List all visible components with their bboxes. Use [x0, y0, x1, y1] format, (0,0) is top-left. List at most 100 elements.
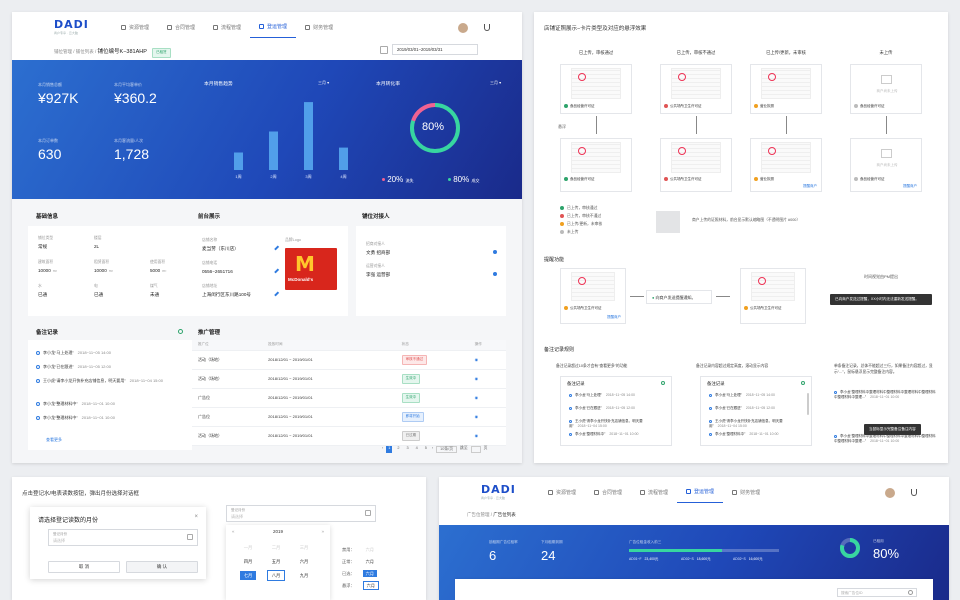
remind-popup: ● 向商户发送提醒通知。 [646, 290, 712, 304]
conv-title: 本月转化率 [376, 82, 400, 87]
page-size-select[interactable]: 10条/页 [436, 446, 458, 453]
thumb-sample [656, 211, 680, 233]
conv-period-select[interactable]: 三月 ▾ [490, 80, 502, 85]
remind-action[interactable]: 提醒商户 [607, 315, 621, 319]
breadcrumb-item[interactable]: 铺位管理 [54, 49, 72, 54]
avatar[interactable] [885, 488, 895, 498]
time-cell: 2018/12/01 − 2019/01/01 [262, 407, 373, 427]
tick-label: 4周 [340, 173, 346, 179]
month-cell[interactable]: 八月 [262, 569, 290, 583]
scrollbar[interactable] [807, 393, 809, 415]
long-remark[interactable]: 李小龙“整理材料中整理材料中整理材料中整理材料中整理材料中整理材料中整理...”… [834, 434, 936, 444]
period-select[interactable]: 三月 ▾ [318, 80, 330, 85]
doc-card-hover[interactable]: 营业执照 提醒商户 [750, 138, 822, 192]
month-cell[interactable]: 三月 [299, 545, 309, 550]
jump-label: 跳至 [460, 446, 468, 450]
view-icon[interactable]: ◉ [468, 426, 506, 446]
view-icon[interactable]: ◉ [468, 350, 506, 370]
doc-card-hover[interactable]: 食品经营许可证 [560, 138, 632, 192]
nav-item[interactable]: 财务管理 [296, 16, 342, 38]
nav-icon [732, 489, 738, 495]
table-row[interactable]: 活动（场地） 2018/12/01 − 2019/01/01 审核不通过 ◉ [192, 350, 506, 370]
section-title: 铺位对接人 [362, 214, 390, 220]
basic-info-panel [28, 226, 192, 316]
add-remark-icon[interactable] [178, 329, 183, 334]
search-input[interactable]: 搜索广告位ID [837, 588, 917, 597]
logout-icon[interactable] [484, 24, 490, 31]
remind-action[interactable]: 提醒商户 [803, 184, 817, 188]
month-cell[interactable]: 二月 [271, 545, 281, 550]
nav-item[interactable]: 登运管理 [250, 16, 297, 38]
remind-action[interactable]: 提醒商户 [903, 184, 917, 188]
month-cell[interactable]: 四月 [243, 559, 253, 564]
legend-item: 未上传 [560, 230, 578, 235]
long-remark[interactable]: 李小龙“整理材料中整理材料中整理材料中整理材料中整理材料中整理材料中整理...”… [834, 390, 936, 400]
page-number[interactable]: 3 [406, 446, 409, 450]
nav-item[interactable]: 财务管理 [723, 481, 769, 503]
month-cell[interactable]: 九月 [299, 573, 309, 578]
next-page-icon[interactable]: › [431, 446, 434, 450]
field-label: 水 [38, 284, 42, 288]
logout-icon[interactable] [911, 489, 917, 496]
table-row[interactable]: 活动（场地） 2018/12/01 − 2019/01/01 已过期 ◉ [192, 426, 506, 446]
table-row[interactable]: 广告位 2018/12/01 − 2019/01/01 即将开始 ◉ [192, 407, 506, 427]
cancel-button[interactable]: 取 消 [48, 561, 120, 573]
add-remark-icon[interactable] [661, 381, 665, 385]
field-label: 使用面积 [150, 260, 166, 264]
prev-year-icon[interactable]: « [232, 529, 235, 534]
page-number[interactable]: 2 [397, 446, 400, 450]
calendar-icon[interactable] [380, 46, 388, 54]
nav-item[interactable]: 合同管理 [158, 16, 204, 38]
app-logo[interactable]: DADI 商户专享 · 云大脑 [481, 483, 516, 500]
view-icon[interactable]: ◉ [468, 369, 506, 389]
nav-item[interactable]: 合同管理 [585, 481, 631, 503]
date-range-picker[interactable]: 2019/03/01−2019/03/31 [392, 44, 478, 55]
nav-item[interactable]: 资源管理 [112, 16, 158, 38]
user-icon[interactable] [493, 250, 497, 254]
table-row[interactable]: 活动（场地） 2018/12/01 − 2019/01/01 生效中 ◉ [192, 369, 506, 389]
trend-bar [234, 152, 243, 170]
doc-card[interactable]: 营业执照 [750, 64, 822, 114]
doc-card-hover[interactable]: 公共场所卫生许可证 [660, 138, 732, 192]
status-cell: 生效中 [395, 388, 469, 408]
doc-card[interactable]: 公共场所卫生许可证 [660, 64, 732, 114]
page-number[interactable]: 1 [386, 446, 393, 453]
add-remark-icon[interactable] [801, 381, 805, 385]
view-icon[interactable]: ◉ [468, 407, 506, 427]
nav-item[interactable]: 资源管理 [539, 481, 585, 503]
table-row[interactable]: 广告位 2018/12/01 − 2019/01/01 生效中 ◉ [192, 388, 506, 408]
month-cell[interactable]: 七月 [234, 569, 262, 583]
legend-note: 商户上传的证照材料，前台显示默认缩略图（不透明图片 #000） [692, 218, 801, 222]
breadcrumb-item[interactable]: 铺位列表 [75, 49, 94, 54]
month-cell[interactable]: 一月 [243, 545, 253, 550]
slot-cell: 活动（场地） [192, 426, 263, 446]
year-label: «2019» [232, 529, 324, 534]
jump-input[interactable] [470, 446, 481, 453]
app-logo[interactable]: DADI 商户专享 · 云大脑 [54, 18, 89, 35]
user-icon[interactable] [493, 272, 497, 276]
avatar[interactable] [458, 23, 468, 33]
field-value: 上海闵行区东川路100号 [202, 292, 252, 297]
view-icon[interactable]: ◉ [468, 388, 506, 408]
doc-card[interactable]: 食品经营许可证 [560, 64, 632, 114]
status-dot [854, 177, 858, 182]
month-cell[interactable]: 六月 [299, 559, 309, 564]
doc-card-hover[interactable]: 商户尚未上传 食品经营许可证 提醒商户 [850, 138, 922, 192]
month-cell[interactable]: 五月 [271, 559, 281, 564]
remind-doc-card[interactable]: 公共场所卫生许可证 提醒商户 [560, 268, 626, 324]
confirm-button[interactable]: 确 认 [126, 561, 198, 573]
page-number[interactable]: 5 [424, 446, 427, 450]
nav-item[interactable]: 登运管理 [677, 481, 724, 503]
field-value: 5000 m² [150, 268, 167, 273]
prev-page-icon[interactable]: ‹ [382, 446, 384, 450]
remarks-more-link[interactable]: 查看更多 [46, 437, 62, 442]
next-year-icon[interactable]: » [321, 529, 324, 534]
breadcrumb-item[interactable]: 广告位管理 [467, 512, 490, 517]
month-field[interactable]: 登记月份 请选择 [48, 529, 198, 546]
page-number[interactable]: 4 [415, 446, 418, 450]
nav-item[interactable]: 流程管理 [631, 481, 677, 503]
nav-item[interactable]: 流程管理 [204, 16, 250, 38]
month-picker-field[interactable]: 登记月份 请选择 [226, 505, 376, 522]
close-icon[interactable]: × [194, 514, 198, 520]
doc-card[interactable]: 商户尚未上传 食品经营许可证 [850, 64, 922, 114]
